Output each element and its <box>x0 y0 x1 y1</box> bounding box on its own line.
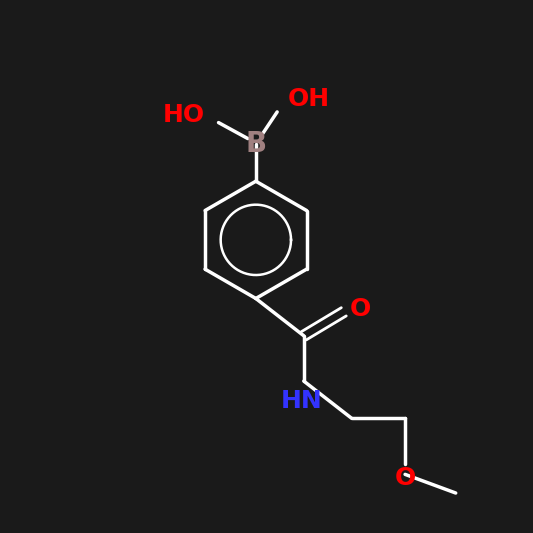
Text: OH: OH <box>288 86 330 111</box>
Text: HO: HO <box>163 102 205 127</box>
Text: O: O <box>394 466 416 490</box>
Text: O: O <box>350 297 372 321</box>
Text: HN: HN <box>280 389 322 413</box>
Text: B: B <box>245 130 266 158</box>
